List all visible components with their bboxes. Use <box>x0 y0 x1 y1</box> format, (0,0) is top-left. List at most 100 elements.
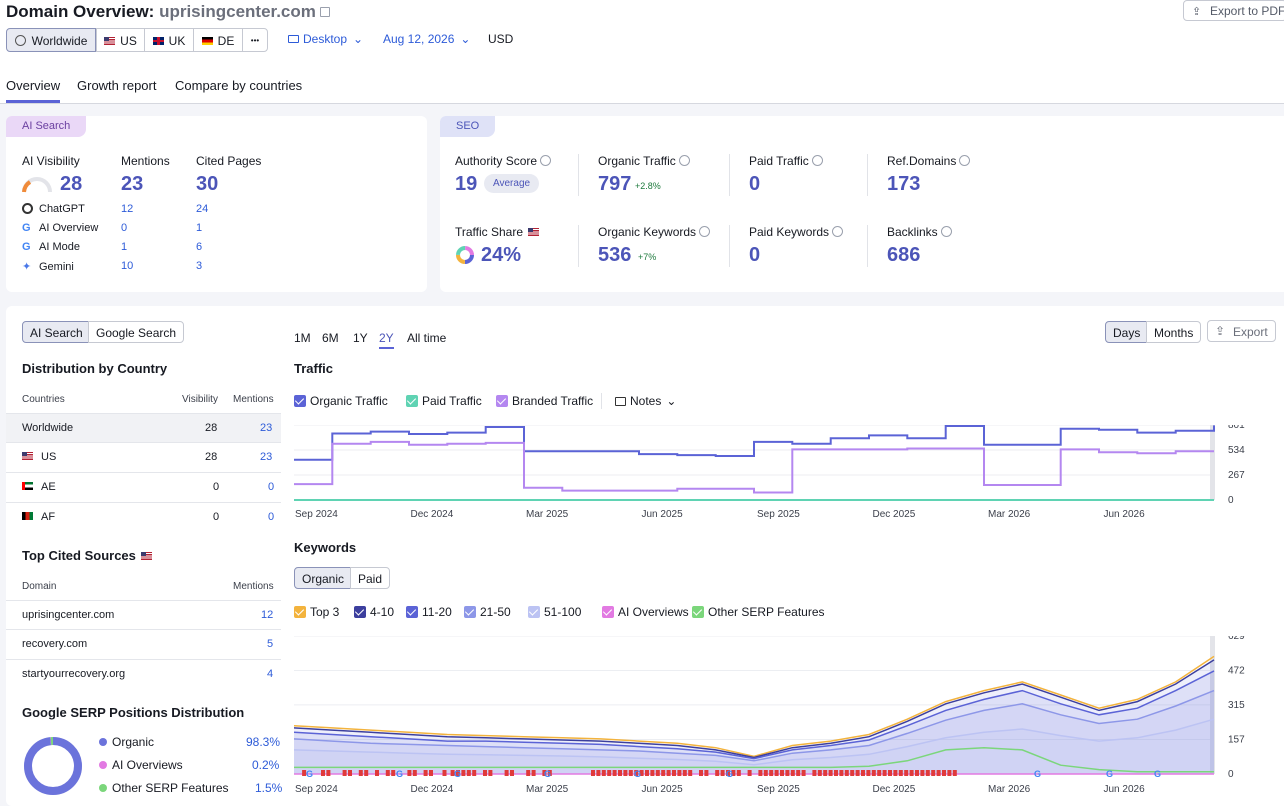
source-domain[interactable]: recovery.com <box>22 638 88 650</box>
export-button[interactable]: ⇪ Export <box>1207 320 1276 342</box>
gemini-cited[interactable]: 3 <box>196 260 203 272</box>
info-icon[interactable] <box>540 155 552 166</box>
checkbox-icon[interactable] <box>692 606 704 618</box>
range-6m[interactable]: 6M <box>322 331 339 345</box>
source-domain[interactable]: uprisingcenter.com <box>22 609 115 621</box>
ref-domains-value[interactable]: 173 <box>887 173 921 195</box>
legend-organic-traffic[interactable]: Organic Traffic <box>294 394 388 408</box>
country-row-ae[interactable]: AE 0 0 <box>6 472 281 501</box>
gemini-mentions[interactable]: 10 <box>121 260 134 272</box>
backlinks-value[interactable]: 686 <box>887 244 921 266</box>
export-pdf-button[interactable]: ⇪ Export to PDF <box>1183 0 1284 21</box>
paid-traffic-value[interactable]: 0 <box>749 173 761 195</box>
traffic-chart[interactable]: 801 534 267 0 Sep 2024 Dec 2024 Mar 2025 Jun 20… <box>294 425 1284 535</box>
checkbox-icon[interactable] <box>528 606 540 618</box>
checkbox-icon[interactable] <box>464 606 476 618</box>
country-row-us[interactable]: US 28 23 <box>6 442 281 471</box>
legend-21-50[interactable]: 21-50 <box>464 605 511 619</box>
organic-traffic-value[interactable]: 797 <box>598 173 632 195</box>
date-dropdown[interactable]: Aug 12, 2026 ⌄ <box>383 32 470 46</box>
info-icon[interactable] <box>678 155 690 166</box>
range-1y[interactable]: 1Y <box>353 331 368 345</box>
months-toggle[interactable]: Months <box>1146 321 1202 343</box>
country-row-af[interactable]: AF 0 0 <box>6 502 281 531</box>
country-mentions[interactable]: 0 <box>268 511 275 523</box>
ai-overview-cited[interactable]: 1 <box>196 222 203 234</box>
event-flag-icon <box>747 770 752 776</box>
legend-4-10[interactable]: 4-10 <box>354 605 394 619</box>
keywords-chart[interactable]: 629 472 315 157 0 Sep 2024 Dec 2024 Mar 2025 Jun… <box>294 636 1284 800</box>
country-mentions[interactable]: 23 <box>260 451 273 463</box>
country-mentions[interactable]: 23 <box>260 422 273 434</box>
source-mentions[interactable]: 4 <box>267 668 274 680</box>
country-row-worldwide[interactable]: Worldwide 28 23 <box>6 413 281 442</box>
source-row[interactable]: startyourrecovery.org 4 <box>6 659 281 688</box>
checkbox-icon[interactable] <box>602 606 614 618</box>
ai-mode-cited[interactable]: 6 <box>196 241 203 253</box>
legend-51-100[interactable]: 51-100 <box>528 605 581 619</box>
ai-search-toggle[interactable]: AI Search <box>22 321 91 343</box>
paid-toggle[interactable]: Paid <box>350 567 391 589</box>
google-search-toggle[interactable]: Google Search <box>88 321 185 343</box>
legend-11-20[interactable]: 11-20 <box>406 605 452 619</box>
tab-compare-by-countries[interactable]: Compare by countries <box>175 78 303 93</box>
days-toggle[interactable]: Days <box>1105 321 1149 343</box>
organic-keywords-value[interactable]: 536 <box>598 244 632 266</box>
db-uk-button[interactable]: UK <box>144 28 194 52</box>
country-mentions[interactable]: 0 <box>268 481 275 493</box>
source-mentions[interactable]: 12 <box>261 609 274 621</box>
checkbox-icon[interactable] <box>294 395 306 407</box>
checkbox-icon[interactable] <box>294 606 306 618</box>
info-icon[interactable] <box>811 155 823 166</box>
device-dropdown[interactable]: Desktop ⌄ <box>288 32 363 46</box>
serp-value[interactable]: 0.2% <box>252 758 280 772</box>
info-icon[interactable] <box>832 226 844 237</box>
cited-pages-value[interactable]: 30 <box>196 173 219 195</box>
paid-keywords-value[interactable]: 0 <box>749 244 761 266</box>
checkbox-icon[interactable] <box>496 395 508 407</box>
ai-mode-mentions[interactable]: 1 <box>121 241 128 253</box>
info-icon[interactable] <box>699 226 711 237</box>
serp-value[interactable]: 98.3% <box>246 735 281 749</box>
traffic-share-value[interactable]: 24% <box>481 244 522 266</box>
serp-value[interactable]: 1.5% <box>255 781 283 795</box>
notes-dropdown[interactable]: Notes ⌄ <box>615 394 676 408</box>
col-domain: Domain <box>22 581 57 592</box>
range-all-time[interactable]: All time <box>407 331 447 345</box>
legend-paid-traffic[interactable]: Paid Traffic <box>406 394 482 408</box>
tab-overview[interactable]: Overview <box>6 78 61 103</box>
chatgpt-mentions[interactable]: 12 <box>121 203 134 215</box>
source-mentions[interactable]: 5 <box>267 638 274 650</box>
range-2y[interactable]: 2Y <box>379 331 394 349</box>
ai-overview-mentions[interactable]: 0 <box>121 222 128 234</box>
external-link-icon[interactable] <box>319 7 330 17</box>
legend-other-serp-features[interactable]: Other SERP Features <box>692 605 825 619</box>
legend-top-3[interactable]: Top 3 <box>294 605 339 619</box>
legend-label: Organic Traffic <box>310 394 388 408</box>
mentions-value[interactable]: 23 <box>121 173 144 195</box>
legend-branded-traffic[interactable]: Branded Traffic <box>496 394 593 408</box>
source-row[interactable]: recovery.com 5 <box>6 629 281 658</box>
chatgpt-cited[interactable]: 24 <box>196 203 209 215</box>
range-1m[interactable]: 1M <box>294 331 311 345</box>
checkbox-icon[interactable] <box>354 606 366 618</box>
authority-score-value[interactable]: 19 <box>455 173 478 195</box>
more-databases-button[interactable]: ••• <box>242 28 268 52</box>
checkbox-icon[interactable] <box>406 606 418 618</box>
db-de-button[interactable]: DE <box>193 28 243 52</box>
event-flag-icon <box>790 770 795 776</box>
db-worldwide-button[interactable]: Worldwide <box>6 28 96 52</box>
legend-ai-overviews[interactable]: AI Overviews <box>602 605 689 619</box>
organic-toggle[interactable]: Organic <box>294 567 353 589</box>
checkbox-icon[interactable] <box>406 395 418 407</box>
info-icon[interactable] <box>940 226 952 237</box>
source-domain[interactable]: startyourrecovery.org <box>22 668 126 680</box>
event-flag-icon <box>947 770 952 776</box>
info-icon[interactable] <box>959 155 971 166</box>
event-flag-icon <box>591 770 595 776</box>
ai-visibility-value[interactable]: 28 <box>60 173 83 195</box>
db-us-button[interactable]: US <box>96 28 145 52</box>
source-row[interactable]: uprisingcenter.com 12 <box>6 600 281 629</box>
domain-link[interactable]: uprisingcenter.com <box>159 2 316 21</box>
tab-growth-report[interactable]: Growth report <box>77 78 157 93</box>
